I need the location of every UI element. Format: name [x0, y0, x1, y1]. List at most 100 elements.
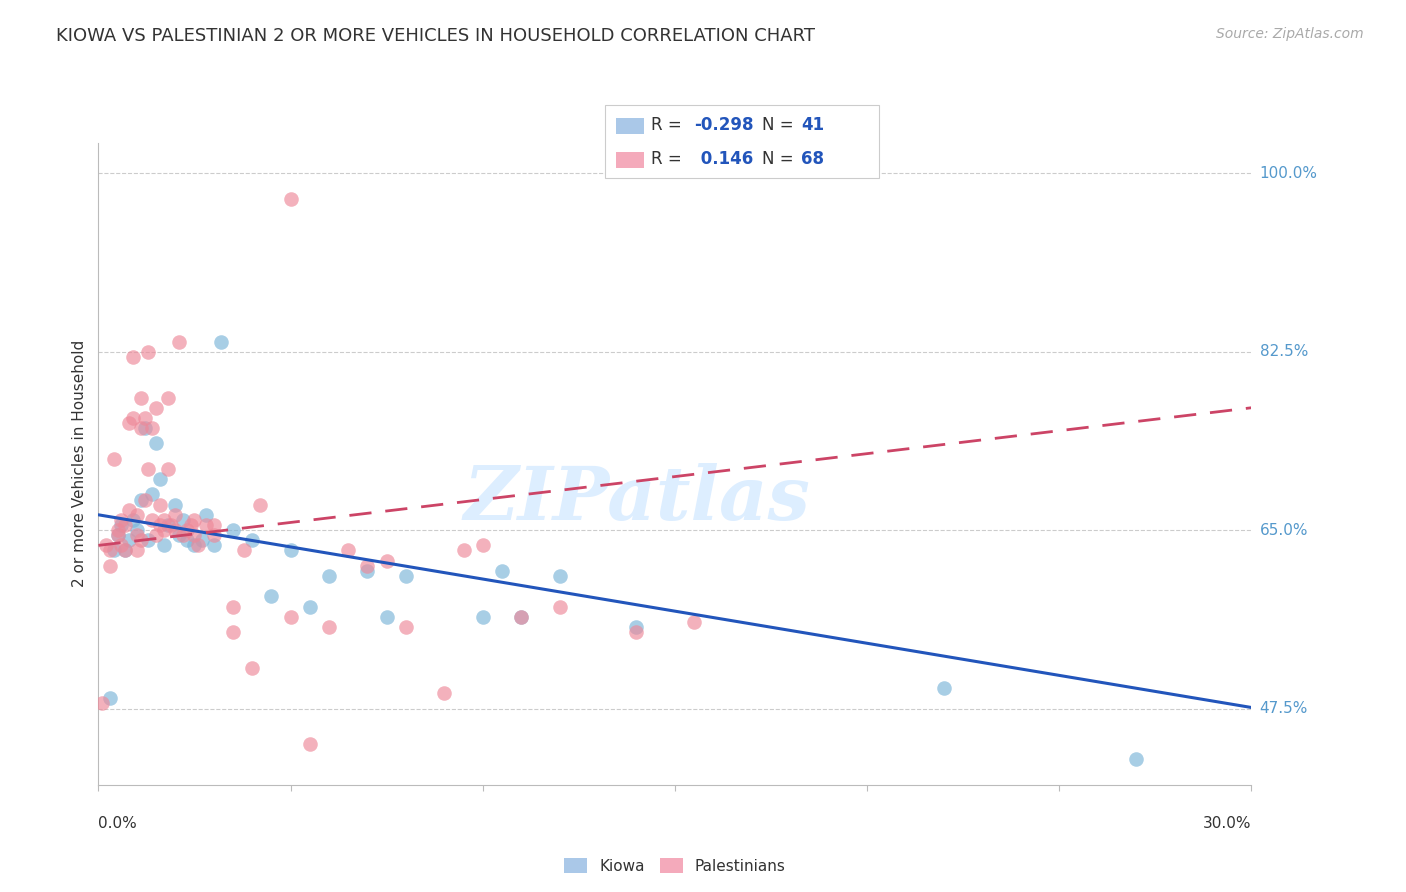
Point — [548, 599, 571, 614]
Point — [1125, 752, 1147, 766]
Point — [125, 523, 148, 537]
Point — [222, 599, 245, 614]
Point — [129, 391, 152, 405]
Point — [110, 513, 132, 527]
Point — [118, 416, 141, 430]
Point — [491, 564, 513, 578]
Point — [152, 513, 174, 527]
Point — [187, 538, 209, 552]
Point — [222, 625, 245, 640]
Point — [433, 686, 456, 700]
Text: 68: 68 — [801, 150, 824, 168]
Point — [94, 538, 117, 552]
Point — [145, 528, 167, 542]
Point — [167, 528, 190, 542]
Point — [141, 513, 163, 527]
Point — [180, 518, 202, 533]
Text: KIOWA VS PALESTINIAN 2 OR MORE VEHICLES IN HOUSEHOLD CORRELATION CHART: KIOWA VS PALESTINIAN 2 OR MORE VEHICLES … — [56, 27, 815, 45]
Point — [138, 533, 160, 548]
Point — [202, 528, 225, 542]
Point — [298, 599, 321, 614]
Point — [395, 569, 418, 583]
Point — [91, 697, 114, 711]
Point — [125, 508, 148, 522]
Point — [129, 533, 152, 548]
Point — [280, 543, 302, 558]
Point — [626, 620, 648, 634]
Y-axis label: 2 or more Vehicles in Household: 2 or more Vehicles in Household — [72, 340, 87, 588]
Point — [172, 528, 194, 542]
Text: 0.146: 0.146 — [695, 150, 752, 168]
Point — [103, 543, 125, 558]
Point — [375, 609, 398, 624]
Point — [114, 543, 136, 558]
Point — [134, 411, 156, 425]
Text: R =: R = — [651, 116, 688, 134]
Point — [114, 543, 136, 558]
Point — [145, 401, 167, 415]
Point — [98, 691, 121, 706]
Point — [298, 737, 321, 751]
Point — [260, 590, 283, 604]
Text: 41: 41 — [801, 116, 824, 134]
Point — [233, 543, 256, 558]
Text: ZIPatlas: ZIPatlas — [463, 463, 810, 536]
Point — [129, 492, 152, 507]
Point — [176, 533, 198, 548]
Point — [183, 528, 205, 542]
Point — [129, 421, 152, 435]
Point — [145, 436, 167, 450]
Point — [122, 513, 145, 527]
Point — [118, 502, 141, 516]
Text: Source: ZipAtlas.com: Source: ZipAtlas.com — [1216, 27, 1364, 41]
Point — [932, 681, 955, 695]
Text: 82.5%: 82.5% — [1260, 344, 1308, 359]
Point — [183, 538, 205, 552]
Text: 65.0%: 65.0% — [1260, 523, 1308, 538]
Point — [107, 528, 129, 542]
Point — [548, 569, 571, 583]
Point — [195, 518, 218, 533]
Point — [318, 569, 340, 583]
Point — [453, 543, 475, 558]
Point — [141, 421, 163, 435]
Text: 47.5%: 47.5% — [1260, 701, 1308, 716]
Text: N =: N = — [762, 150, 799, 168]
Point — [337, 543, 360, 558]
Point — [240, 533, 263, 548]
Point — [98, 543, 121, 558]
Point — [683, 615, 706, 629]
Text: R =: R = — [651, 150, 688, 168]
Point — [510, 609, 533, 624]
Point — [249, 498, 271, 512]
Point — [114, 518, 136, 533]
Point — [134, 421, 156, 435]
Point — [125, 528, 148, 542]
Point — [165, 498, 187, 512]
Point — [280, 192, 302, 206]
Point — [209, 334, 232, 349]
Point — [202, 518, 225, 533]
Point — [138, 462, 160, 476]
Point — [122, 411, 145, 425]
Text: N =: N = — [762, 116, 799, 134]
Point — [156, 391, 179, 405]
Point — [165, 508, 187, 522]
Point — [471, 609, 494, 624]
Point — [138, 344, 160, 359]
Point — [202, 538, 225, 552]
Point — [118, 533, 141, 548]
Point — [134, 492, 156, 507]
Point — [149, 498, 172, 512]
Point — [152, 538, 174, 552]
Point — [356, 558, 378, 573]
Text: -0.298: -0.298 — [695, 116, 754, 134]
Legend: Kiowa, Palestinians: Kiowa, Palestinians — [558, 853, 792, 880]
Point — [160, 518, 183, 533]
Point — [98, 558, 121, 573]
Point — [510, 609, 533, 624]
Point — [103, 451, 125, 466]
Point — [395, 620, 418, 634]
Point — [156, 462, 179, 476]
Point — [626, 625, 648, 640]
